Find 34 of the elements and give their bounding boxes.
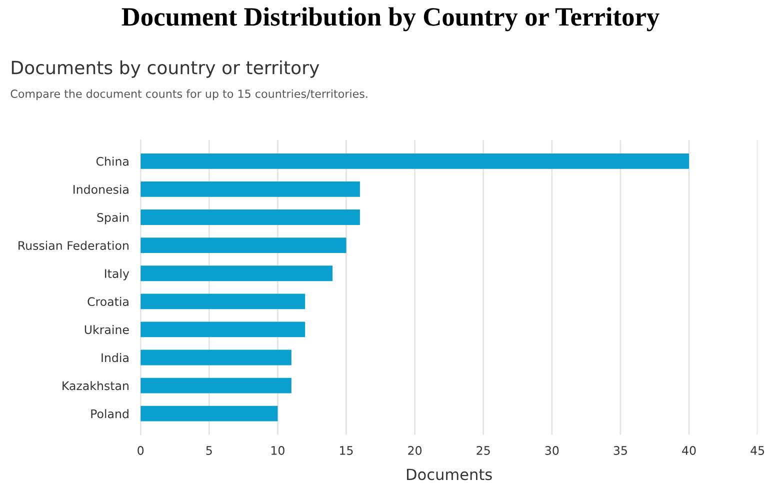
x-tick-label: 5: [206, 446, 212, 455]
x-tick-label: 30: [545, 446, 559, 455]
bar: [140, 153, 690, 169]
x-axis-title: Documents: [407, 468, 492, 480]
y-tick-label: Indonesia: [74, 184, 128, 194]
y-tick-label: Russian Federation: [18, 240, 128, 250]
bar: [140, 210, 360, 225]
x-tick-label: 45: [750, 446, 764, 455]
x-tick-label: 35: [614, 446, 627, 455]
bar: [140, 350, 292, 366]
y-tick-label: Kazakhstan: [62, 381, 128, 390]
y-tick-label: Croatia: [88, 296, 128, 306]
text: Compare the document counts for up to 15 countries/territories.: [10, 89, 368, 100]
y-tick-label: Spain: [97, 212, 128, 224]
x-tick-label: 15: [340, 446, 353, 455]
chart-subtitle: Documents by country or territory: [12, 60, 320, 78]
x-tick-label: 0: [138, 446, 144, 455]
y-tick-label: Ukraine: [84, 324, 129, 334]
bar: [140, 238, 346, 254]
chart-title: Document Distribution by Country or Territory: [122, 7, 660, 32]
bar: [140, 406, 278, 422]
x-tick-label: 10: [271, 446, 284, 455]
bar: [140, 378, 292, 394]
y-tick-label: China: [96, 156, 128, 166]
x-tick-label: 20: [408, 446, 422, 455]
x-tick-label: 40: [682, 446, 696, 455]
y-tick-label: Poland: [91, 409, 128, 418]
y-tick-label: Italy: [105, 268, 130, 280]
x-tick-label: 25: [476, 446, 490, 455]
bar: [140, 182, 360, 197]
bar: [140, 322, 306, 338]
bar: [140, 294, 306, 310]
y-tick-label: India: [102, 353, 128, 362]
bar: [140, 266, 333, 282]
